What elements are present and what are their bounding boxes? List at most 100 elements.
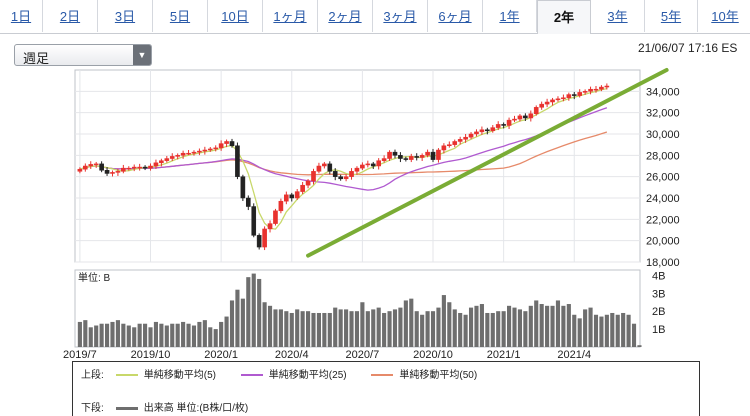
legend-box: 上段: 単純移動平均(5) 単純移動平均(25) 単純移動平均(50) 下段: … — [72, 361, 700, 416]
tab-4[interactable]: 5日 — [153, 0, 208, 32]
volume-bar — [273, 309, 278, 347]
candle-body — [501, 124, 506, 126]
candle-body — [289, 194, 295, 199]
tab-8[interactable]: 3ヶ月 — [373, 0, 428, 32]
candle-body — [316, 165, 322, 172]
candle-body — [229, 141, 235, 146]
candle-body — [245, 197, 251, 207]
candle-body — [191, 151, 197, 154]
candle-body — [436, 149, 441, 160]
period-select[interactable]: 週足 ▼ — [14, 44, 152, 66]
volume-bar — [246, 277, 251, 347]
tab-11[interactable]: 2年 — [537, 0, 591, 34]
legend-lower-row: 下段: 出来高 単位:(B株/口/枚) — [81, 399, 266, 414]
tab-9[interactable]: 6ヶ月 — [428, 0, 483, 32]
volume-bar — [496, 311, 501, 347]
candle-body — [104, 170, 110, 174]
candle-body — [294, 191, 300, 199]
tab-5[interactable]: 10日 — [208, 0, 263, 32]
volume-bar — [555, 300, 561, 347]
candle-body — [446, 144, 452, 146]
candle-body — [468, 133, 474, 138]
candle-body — [180, 152, 186, 156]
candle-body — [305, 180, 311, 186]
volume-bar — [430, 311, 436, 347]
volume-bar — [425, 311, 430, 347]
candle-body — [419, 155, 425, 158]
legend-ma5: 単純移動平均(5) — [112, 366, 216, 381]
tab-6[interactable]: 1ヶ月 — [263, 0, 318, 32]
candle-body — [452, 141, 458, 145]
candle-body — [311, 171, 316, 182]
candle-body — [490, 127, 496, 132]
volume-bar — [354, 311, 360, 347]
period-select-value: 週足 — [23, 51, 50, 66]
volume-bar — [523, 311, 528, 347]
volume-bar — [257, 278, 262, 347]
tab-14[interactable]: 10年 — [698, 0, 750, 32]
tab-13[interactable]: 5年 — [645, 0, 698, 32]
price-tick-label: 18,000 — [646, 257, 680, 269]
candle-body — [457, 139, 463, 142]
volume-bar — [517, 309, 523, 347]
candle-body — [550, 99, 555, 103]
volume-bar — [305, 311, 311, 347]
candle-body — [77, 168, 83, 172]
volume-bar — [512, 307, 517, 347]
candle-body — [186, 152, 191, 155]
tab-2[interactable]: 2日 — [43, 0, 98, 32]
x-tick-label: 2020/10 — [413, 349, 453, 361]
candle-body — [131, 166, 137, 169]
candle-body — [88, 164, 94, 167]
candle-body — [544, 101, 550, 105]
tab-10[interactable]: 1年 — [483, 0, 537, 32]
price-tick-label: 34,000 — [646, 86, 680, 98]
candle-body — [528, 113, 534, 119]
volume-bar — [561, 305, 566, 347]
tab-3[interactable]: 3日 — [98, 0, 153, 32]
volume-bar — [398, 307, 403, 347]
candle-body — [463, 136, 468, 140]
candle-body — [322, 163, 327, 167]
candle-body — [142, 166, 148, 169]
chevron-down-icon[interactable]: ▼ — [133, 45, 151, 65]
candle-body — [408, 156, 414, 160]
volume-bar — [175, 323, 180, 347]
candle-body — [262, 228, 267, 248]
candle-body — [517, 115, 523, 120]
volume-bar — [550, 305, 555, 347]
x-tick-label: 2019/7 — [63, 349, 97, 361]
volume-bar — [349, 311, 354, 347]
candle-body — [398, 155, 403, 159]
legend-ma50: 単純移動平均(50) — [367, 366, 477, 381]
candle-body — [121, 167, 126, 172]
volume-bar — [126, 325, 131, 347]
tab-12[interactable]: 3年 — [591, 0, 645, 32]
tab-1[interactable]: 1日 — [0, 0, 43, 32]
volume-bar — [300, 311, 305, 347]
price-tick-label: 30,000 — [646, 129, 680, 141]
volume-bar — [403, 300, 408, 347]
candle-body — [153, 162, 159, 167]
candle-body — [159, 160, 164, 164]
candle-body — [207, 148, 213, 151]
candle-body — [164, 158, 170, 161]
volume-bar — [436, 307, 441, 347]
legend-upper-label: 上段: — [81, 370, 104, 381]
candle-body — [506, 119, 512, 126]
volume-pane-frame — [74, 269, 641, 348]
candle-body — [566, 94, 572, 98]
volume-bar — [77, 321, 82, 347]
ma5-line — [79, 87, 608, 230]
candle-body — [332, 171, 338, 177]
volume-bar — [99, 323, 104, 347]
volume-bar — [83, 320, 88, 347]
candle-body — [278, 200, 284, 212]
candle-body — [93, 163, 99, 166]
candle-body — [110, 172, 115, 174]
candle-body — [485, 129, 490, 132]
candle-body — [588, 88, 593, 92]
tab-7[interactable]: 2ヶ月 — [318, 0, 373, 32]
candle-body — [197, 150, 202, 153]
volume-bar — [409, 298, 414, 347]
